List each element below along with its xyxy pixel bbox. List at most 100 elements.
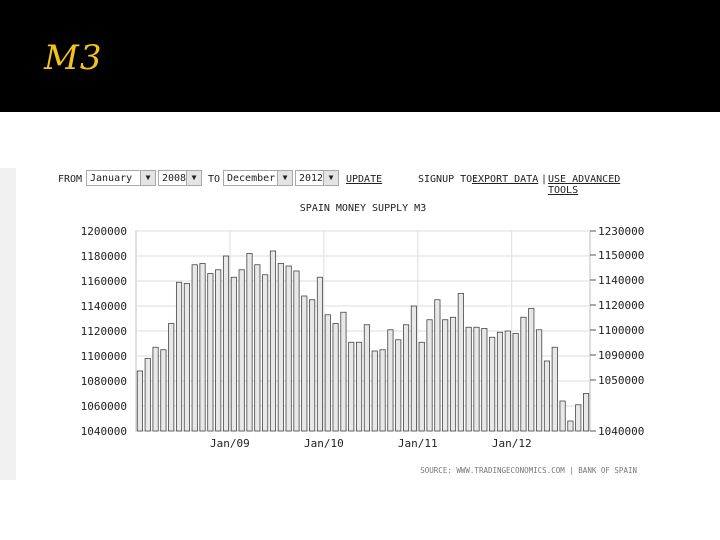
bar (395, 339, 402, 432)
to-year-value: 2012 (299, 173, 324, 184)
link-separator: | (541, 174, 548, 185)
bar (465, 326, 472, 432)
left-edge-strip (0, 168, 16, 480)
bar (316, 276, 324, 432)
y-tick-label: 1200000 (81, 225, 127, 238)
bar (168, 323, 175, 432)
bar (254, 264, 261, 432)
bar (262, 274, 269, 432)
from-year-value: 2008 (162, 173, 187, 184)
bar (536, 329, 543, 432)
bar (583, 393, 590, 432)
bar (301, 295, 308, 432)
bar (410, 305, 417, 432)
x-tick-label: Jan/10 (304, 437, 344, 450)
bar (136, 370, 143, 432)
bar (230, 276, 237, 432)
bar (371, 350, 378, 432)
bar (489, 336, 496, 432)
bar (496, 331, 504, 432)
chart-title: SPAIN MONEY SUPPLY M3 (300, 203, 426, 214)
bar (481, 328, 488, 432)
chevron-down-icon: ▼ (277, 171, 292, 185)
y2-tick-label: 1150000 (598, 249, 644, 262)
bar (457, 293, 464, 432)
slide-title: M3 (44, 38, 103, 78)
bar (183, 283, 190, 432)
bar (246, 253, 253, 432)
y2-tick-label: 1120000 (598, 299, 644, 312)
x-tick-label: Jan/11 (398, 437, 438, 450)
chevron-down-icon: ▼ (323, 171, 338, 185)
y2-tick-label: 1050000 (598, 374, 644, 387)
to-year-select[interactable]: 2012 ▼ (295, 170, 339, 186)
bar (152, 346, 159, 432)
y-tick-label: 1080000 (81, 375, 127, 388)
bar (418, 341, 425, 432)
bar (238, 269, 245, 432)
x-tick-label: Jan/09 (210, 437, 250, 450)
bar (512, 333, 519, 432)
bar (559, 400, 566, 432)
to-label: TO (208, 174, 221, 185)
bar (543, 360, 551, 432)
bar (222, 255, 230, 432)
bar (363, 324, 370, 432)
update-link[interactable]: UPDATE (346, 174, 383, 185)
y2-tick-label: 1040000 (598, 425, 644, 438)
y2-tick-label: 1140000 (598, 274, 644, 287)
bar (528, 308, 535, 432)
bar (575, 404, 582, 432)
bar (520, 316, 527, 432)
bar (348, 341, 355, 432)
bar (293, 270, 300, 432)
bar (269, 250, 277, 432)
bar (175, 281, 183, 432)
bar (285, 265, 292, 432)
from-year-select[interactable]: 2008 ▼ (158, 170, 202, 186)
bar (160, 349, 167, 432)
bar (309, 299, 316, 432)
bar (332, 323, 339, 432)
y-tick-label: 1060000 (81, 400, 127, 413)
y-tick-label: 1180000 (81, 250, 127, 263)
chart-controls: FROM January ▼ 2008 ▼ TO December ▼ 2012… (56, 170, 656, 196)
bar (191, 264, 198, 432)
bar (340, 311, 347, 432)
bar (215, 269, 222, 432)
bar (324, 314, 331, 432)
bar (277, 263, 284, 432)
bar (449, 316, 457, 432)
bar (356, 341, 363, 432)
bar (379, 349, 386, 432)
bar (442, 319, 449, 432)
bar (387, 329, 394, 432)
title-bar: M3 (0, 0, 720, 112)
y-tick-label: 1160000 (81, 275, 127, 288)
from-month-select[interactable]: January ▼ (86, 170, 156, 186)
bar (434, 299, 441, 432)
from-month-value: January (90, 173, 133, 184)
y-tick-label: 1100000 (81, 350, 127, 363)
bar (473, 326, 480, 432)
y-tick-label: 1120000 (81, 325, 127, 338)
signup-label: SIGNUP TO: (418, 174, 479, 185)
y-tick-label: 1040000 (81, 425, 127, 438)
chevron-down-icon: ▼ (186, 171, 201, 185)
advanced-tools-link[interactable]: USE ADVANCED TOOLS (548, 174, 621, 196)
source-note: SOURCE: WWW.TRADINGECONOMICS.COM | BANK … (420, 466, 637, 475)
x-tick-label: Jan/12 (492, 437, 532, 450)
bar (426, 319, 433, 432)
export-data-link[interactable]: EXPORT DATA (472, 174, 539, 185)
from-label: FROM (58, 174, 83, 185)
bar (504, 330, 511, 432)
y2-tick-label: 1100000 (598, 324, 644, 337)
to-month-value: December (227, 173, 276, 184)
chevron-down-icon: ▼ (140, 171, 155, 185)
bar (567, 420, 574, 432)
to-month-select[interactable]: December ▼ (223, 170, 293, 186)
y-tick-label: 1140000 (81, 300, 127, 313)
bar (144, 358, 151, 432)
bar (207, 273, 214, 432)
